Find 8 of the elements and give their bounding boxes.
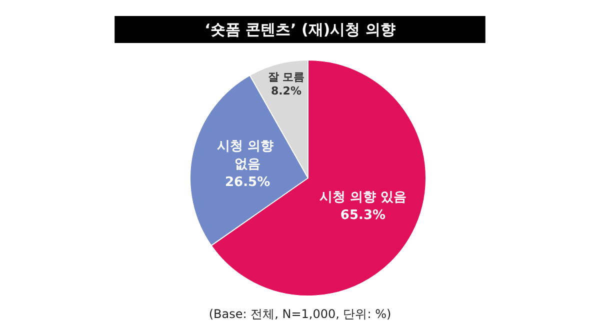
slice-label: 잘 모름 (268, 70, 305, 84)
text: (Base: 전체, N=1,000, 단위: %) (208, 307, 392, 321)
slice-label: 시청 의향 있음 (319, 190, 407, 206)
chart-title: ‘숏폼 콘텐츠’ (재)시청 의향 (204, 20, 396, 38)
data-label: 26.5% (224, 174, 270, 190)
slice-label: 시청 의향 없음 (217, 138, 278, 172)
data-label: 65.3% (340, 208, 386, 224)
data-label: 8.2% (270, 84, 302, 98)
